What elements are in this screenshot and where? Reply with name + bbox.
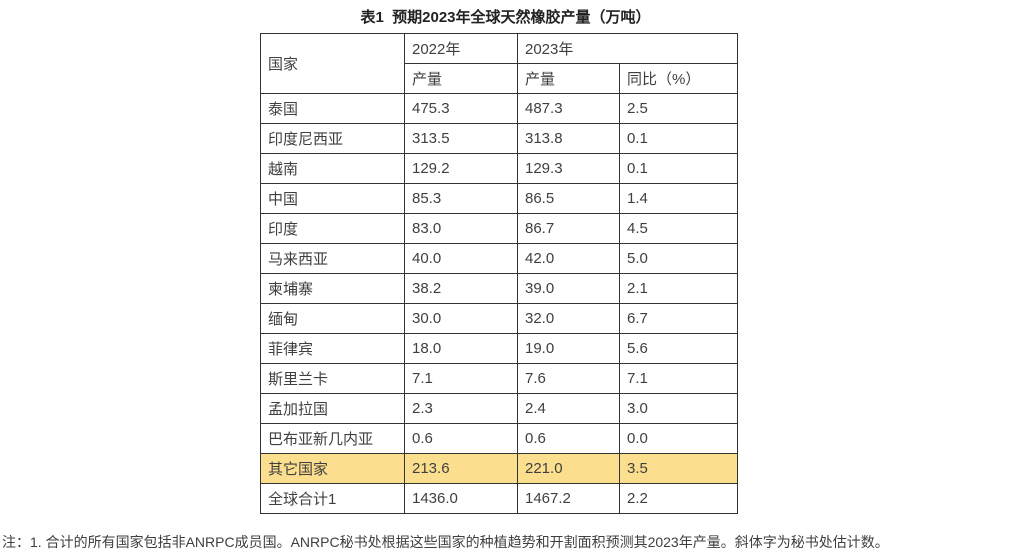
country-cell: 巴布亚新几内亚 <box>260 423 405 454</box>
country-cell: 印度尼西亚 <box>260 123 405 154</box>
production-table: 国家 2022年 2023年 产量 产量 同比（%） 泰国 475.3 487.3 2… <box>260 33 738 514</box>
value-2023-cell: 32.0 <box>517 303 620 334</box>
country-header: 国家 <box>260 33 405 94</box>
yoy-cell: 5.6 <box>619 333 738 364</box>
country-cell: 全球合计1 <box>260 483 405 514</box>
value-2022-cell: 313.5 <box>404 123 518 154</box>
value-2022-cell: 213.6 <box>404 453 518 484</box>
value-2023-cell: 129.3 <box>517 153 620 184</box>
value-2022-cell: 85.3 <box>404 183 518 214</box>
value-2022-cell: 38.2 <box>404 273 518 304</box>
value-2023-cell: 39.0 <box>517 273 620 304</box>
table-row: 斯里兰卡 7.1 7.6 7.1 <box>260 363 738 394</box>
country-cell: 马来西亚 <box>260 243 405 274</box>
country-cell: 缅甸 <box>260 303 405 334</box>
yoy-cell: 2.5 <box>619 93 738 124</box>
yoy-cell: 2.2 <box>619 483 738 514</box>
table-row: 中国 85.3 86.5 1.4 <box>260 183 738 214</box>
value-2022-cell: 0.6 <box>404 423 518 454</box>
value-2023-cell: 1467.2 <box>517 483 620 514</box>
value-2022-cell: 40.0 <box>404 243 518 274</box>
value-2022-cell: 129.2 <box>404 153 518 184</box>
value-2023-cell: 487.3 <box>517 93 620 124</box>
country-cell: 其它国家 <box>260 453 405 484</box>
yoy-header: 同比（%） <box>619 63 738 94</box>
table-row: 菲律宾 18.0 19.0 5.6 <box>260 333 738 364</box>
value-2023-cell: 19.0 <box>517 333 620 364</box>
value-2022-cell: 30.0 <box>404 303 518 334</box>
value-2023-cell: 7.6 <box>517 363 620 394</box>
header-row-1: 国家 2022年 2023年 <box>260 33 738 94</box>
table-row: 印度尼西亚 313.5 313.8 0.1 <box>260 123 738 154</box>
table-row: 印度 83.0 86.7 4.5 <box>260 213 738 244</box>
value-2023-cell: 313.8 <box>517 123 620 154</box>
yoy-cell: 3.5 <box>619 453 738 484</box>
table-row: 孟加拉国 2.3 2.4 3.0 <box>260 393 738 424</box>
table-body: 泰国 475.3 487.3 2.5 印度尼西亚 313.5 313.8 0.1 越南 129.2… <box>260 93 738 514</box>
output-2022-header: 产量 <box>404 63 518 94</box>
value-2022-cell: 18.0 <box>404 333 518 364</box>
table-row: 巴布亚新几内亚 0.6 0.6 0.0 <box>260 423 738 454</box>
yoy-cell: 0.1 <box>619 123 738 154</box>
output-2023-header: 产量 <box>517 63 620 94</box>
country-cell: 柬埔寨 <box>260 273 405 304</box>
value-2022-cell: 475.3 <box>404 93 518 124</box>
country-cell: 斯里兰卡 <box>260 363 405 394</box>
yoy-cell: 6.7 <box>619 303 738 334</box>
header-row-2: 产量 产量 同比（%） <box>261 63 738 94</box>
value-2023-cell: 42.0 <box>517 243 620 274</box>
yoy-cell: 2.1 <box>619 273 738 304</box>
country-cell: 孟加拉国 <box>260 393 405 424</box>
table-row: 柬埔寨 38.2 39.0 2.1 <box>260 273 738 304</box>
yoy-cell: 7.1 <box>619 363 738 394</box>
footnote: 注：1. 合计的所有国家包括非ANRPC成员国。ANRPC秘书处根据这些国家的种… <box>2 534 889 550</box>
value-2022-cell: 7.1 <box>404 363 518 394</box>
yoy-cell: 4.5 <box>619 213 738 244</box>
table-row: 其它国家 213.6 221.0 3.5 <box>260 453 738 484</box>
yoy-cell: 0.0 <box>619 423 738 454</box>
value-2023-cell: 221.0 <box>517 453 620 484</box>
yoy-cell: 1.4 <box>619 183 738 214</box>
value-2023-cell: 86.7 <box>517 213 620 244</box>
table-row: 马来西亚 40.0 42.0 5.0 <box>260 243 738 274</box>
year-2023-header: 2023年 <box>517 33 738 64</box>
country-cell: 中国 <box>260 183 405 214</box>
table-row: 缅甸 30.0 32.0 6.7 <box>260 303 738 334</box>
country-cell: 印度 <box>260 213 405 244</box>
table-title: 表1 预期2023年全球天然橡胶产量（万吨） <box>360 9 651 26</box>
country-cell: 越南 <box>260 153 405 184</box>
table-row: 全球合计1 1436.0 1467.2 2.2 <box>260 483 738 514</box>
yoy-cell: 5.0 <box>619 243 738 274</box>
value-2022-cell: 83.0 <box>404 213 518 244</box>
value-2022-cell: 2.3 <box>404 393 518 424</box>
table-row: 越南 129.2 129.3 0.1 <box>260 153 738 184</box>
yoy-cell: 3.0 <box>619 393 738 424</box>
country-cell: 泰国 <box>260 93 405 124</box>
year-2022-header: 2022年 <box>404 33 518 64</box>
value-2022-cell: 1436.0 <box>404 483 518 514</box>
value-2023-cell: 0.6 <box>517 423 620 454</box>
value-2023-cell: 2.4 <box>517 393 620 424</box>
value-2023-cell: 86.5 <box>517 183 620 214</box>
yoy-cell: 0.1 <box>619 153 738 184</box>
country-cell: 菲律宾 <box>260 333 405 364</box>
table-row: 泰国 475.3 487.3 2.5 <box>260 93 738 124</box>
